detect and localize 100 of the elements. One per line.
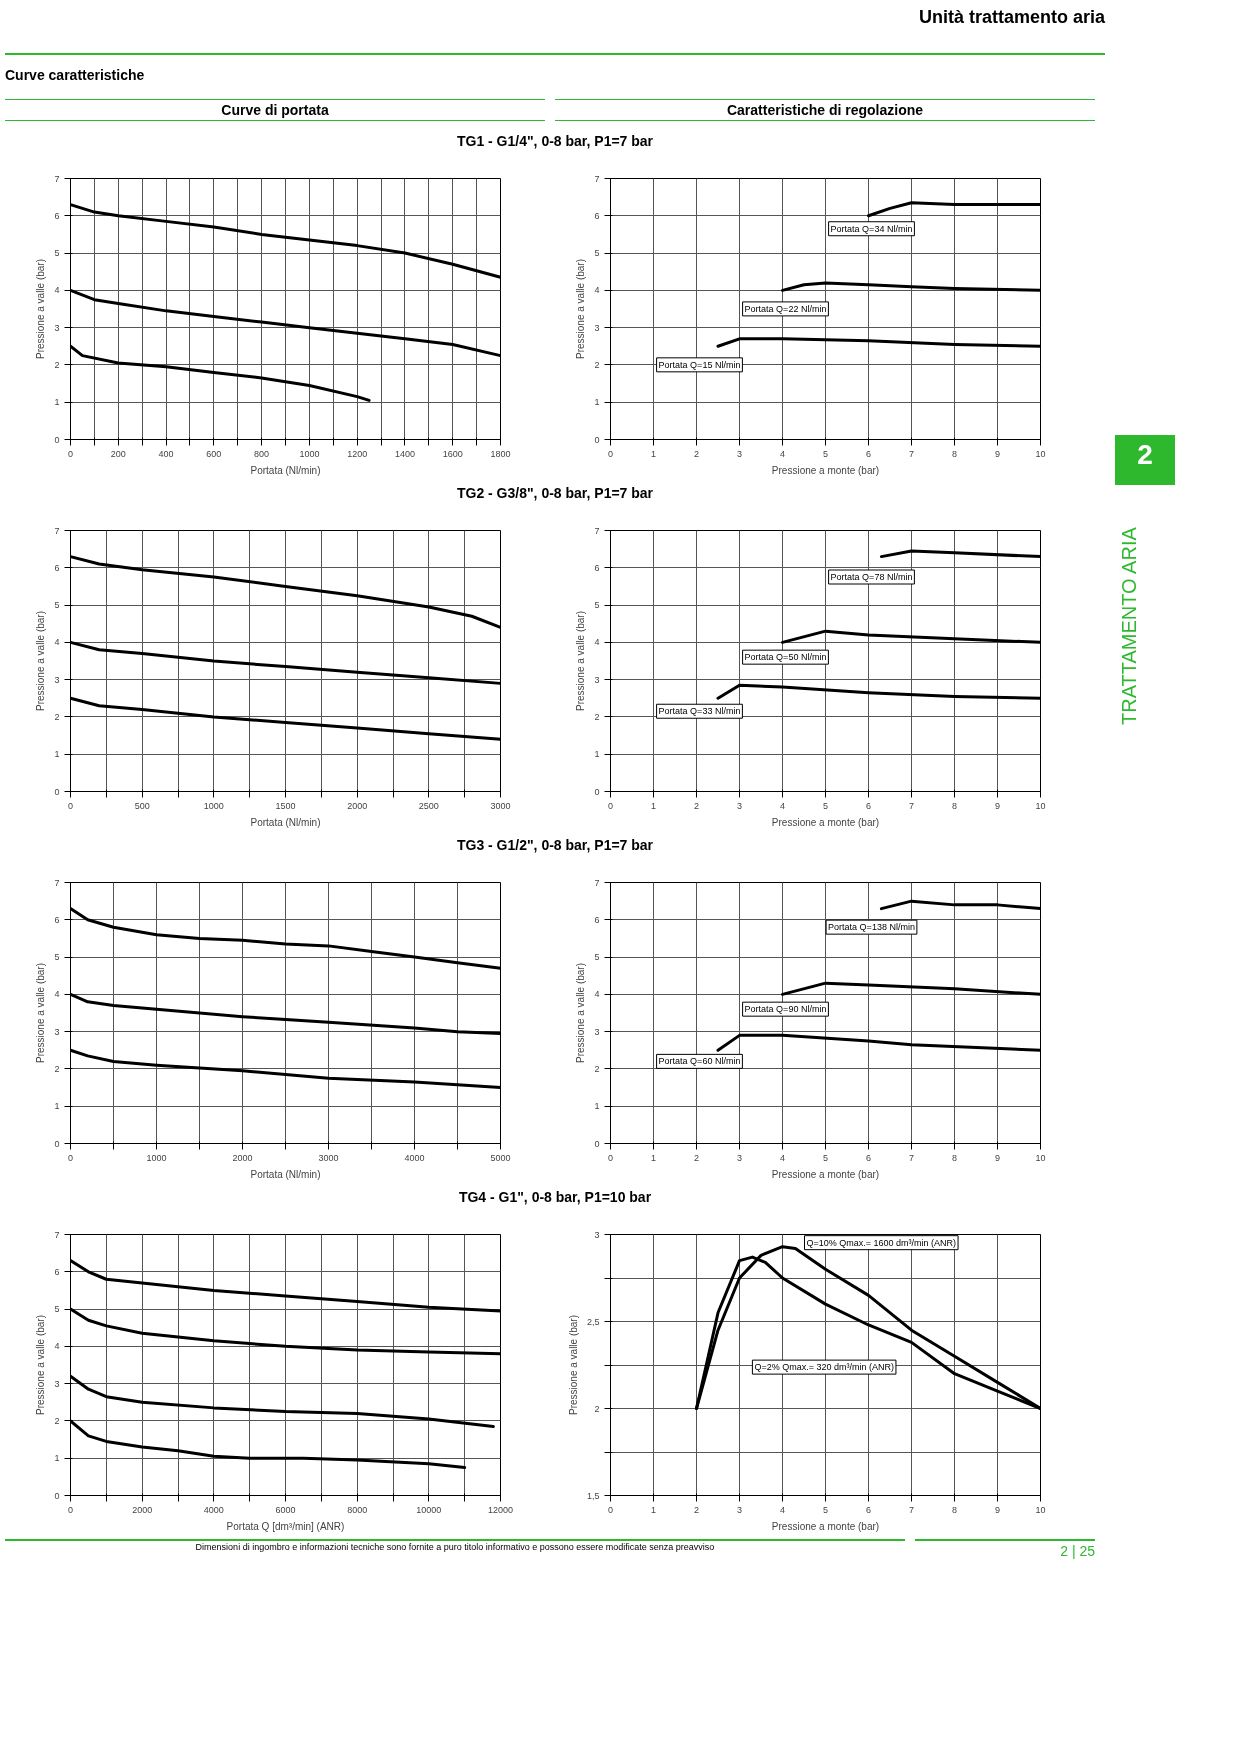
x-tick-label: 1 [651, 1504, 657, 1515]
x-tick-label: 10 [1035, 1152, 1046, 1163]
y-tick-label: 4 [54, 989, 60, 1000]
x-tick-label: 200 [110, 448, 126, 459]
y-tick-label: 6 [594, 562, 600, 573]
x-tick-label: 2000 [347, 800, 368, 811]
y-tick-label: 1 [594, 1101, 600, 1112]
x-tick-label: 2 [694, 448, 700, 459]
text: Dimensioni di ingombro e informazioni tecniche sono fornite a puro titolo informativo e possono essere modificate senza preavviso [195, 1541, 715, 1554]
y-tick-label: 7 [594, 173, 600, 184]
x-tick-label: 1 [651, 448, 657, 459]
x-axis-title: Portata (Nl/min) [250, 464, 321, 476]
y-tick-label: 4 [594, 989, 600, 1000]
x-tick-label: 3000 [490, 800, 511, 811]
x-tick-label: 8000 [347, 1504, 368, 1515]
x-tick-label: 6000 [275, 1504, 296, 1515]
x-axis-title: Pressione a monte (bar) [771, 1168, 880, 1180]
text: TG3 - G1/2", 0-8 bar, P1=7 bar [456, 836, 654, 855]
y-tick-label: 3 [54, 1026, 60, 1037]
text: Portata Q=138 Nl/min [828, 922, 915, 933]
y-tick-label: 2 [54, 711, 60, 722]
series-label: Portata Q=50 Nl/min [744, 652, 827, 663]
y-tick-label: 6 [54, 562, 60, 573]
y-tick-label: 6 [594, 914, 600, 925]
x-tick-label: 5 [823, 1152, 829, 1163]
y-tick-label: 1 [54, 397, 60, 408]
x-tick-label: 3 [737, 1152, 743, 1163]
x-tick-label: 2500 [418, 800, 439, 811]
y-tick-label: 4 [54, 1341, 60, 1352]
y-tick-label: 1 [594, 397, 600, 408]
x-axis-title: Pressione a monte (bar) [771, 464, 880, 476]
y-tick-label: 0 [54, 1138, 60, 1149]
x-tick-label: 4 [780, 1152, 786, 1163]
y-tick-label: 1 [594, 749, 600, 760]
y-tick-label: 3 [54, 322, 60, 333]
series-label: Portata Q=60 Nl/min [658, 1056, 741, 1067]
x-axis-title: Portata (Nl/min) [250, 816, 321, 828]
x-tick-label: 9 [995, 1504, 1001, 1515]
x-tick-label: 1 [651, 1152, 657, 1163]
y-tick-label: 0 [594, 1138, 600, 1149]
x-tick-label: 4000 [404, 1152, 425, 1163]
y-tick-label: 5 [54, 952, 60, 963]
x-tick-label: 7 [909, 800, 915, 811]
text: Curve di portata [221, 101, 329, 120]
y-tick-label: 1,5 [586, 1490, 600, 1501]
x-tick-label: 9 [995, 448, 1001, 459]
x-tick-label: 10 [1035, 448, 1046, 459]
x-axis-title: Portata Q [dm³/min] (ANR) [226, 1520, 345, 1532]
x-tick-label: 10 [1035, 800, 1046, 811]
y-tick-label: 6 [54, 210, 60, 221]
x-tick-label: 3 [737, 448, 743, 459]
text: Portata Q=15 Nl/min [658, 359, 741, 370]
y-tick-label: 2 [54, 359, 60, 370]
y-tick-label: 1 [54, 1453, 60, 1464]
x-tick-label: 5000 [490, 1152, 511, 1163]
x-tick-label: 5 [823, 1504, 829, 1515]
x-tick-label: 1200 [347, 448, 368, 459]
y-tick-label: 4 [594, 637, 600, 648]
text: Portata Q=78 Nl/min [830, 572, 913, 583]
y-tick-label: 6 [54, 1266, 60, 1277]
x-tick-label: 10000 [416, 1504, 442, 1515]
x-tick-label: 0 [608, 800, 614, 811]
text: Caratteristiche di regolazione [726, 101, 924, 120]
y-tick-label: 3 [594, 674, 600, 685]
text: Portata Q=22 Nl/min [744, 303, 827, 314]
y-tick-label: 5 [54, 1304, 60, 1315]
x-tick-label: 1800 [490, 448, 511, 459]
x-tick-label: 2000 [232, 1152, 253, 1163]
x-tick-label: 8 [952, 448, 958, 459]
x-tick-label: 500 [134, 800, 150, 811]
x-tick-label: 0 [68, 1504, 74, 1515]
y-tick-label: 7 [54, 173, 60, 184]
y-tick-label: 3 [54, 674, 60, 685]
x-tick-label: 6 [866, 800, 872, 811]
x-tick-label: 0 [68, 800, 74, 811]
x-tick-label: 2000 [132, 1504, 153, 1515]
y-axis-title: Pressione a valle (bar) [35, 610, 47, 712]
text: TG4 - G1", 0-8 bar, P1=10 bar [458, 1188, 652, 1207]
y-tick-label: 0 [594, 786, 600, 797]
y-axis-title: Pressione a valle (bar) [575, 610, 587, 712]
x-tick-label: 1000 [203, 800, 224, 811]
text: TG2 - G3/8", 0-8 bar, P1=7 bar [456, 484, 654, 503]
series-label: Q=10% Qmax.= 1600 dm³/min (ANR) [806, 1237, 957, 1248]
x-tick-label: 0 [608, 448, 614, 459]
y-tick-label: 7 [54, 1229, 60, 1240]
x-tick-label: 8 [952, 1152, 958, 1163]
x-tick-label: 1000 [146, 1152, 167, 1163]
text: 2 | 25 [1060, 1542, 1095, 1561]
x-tick-label: 8 [952, 1504, 958, 1515]
y-tick-label: 2 [54, 1063, 60, 1074]
y-tick-label: 2 [594, 359, 600, 370]
y-tick-label: 1 [54, 749, 60, 760]
x-tick-label: 4 [780, 1504, 786, 1515]
x-tick-label: 0 [68, 448, 74, 459]
x-tick-label: 7 [909, 448, 915, 459]
y-axis-title: Pressione a valle (bar) [575, 258, 587, 360]
y-tick-label: 5 [594, 600, 600, 611]
y-tick-label: 0 [54, 786, 60, 797]
y-tick-label: 2 [594, 711, 600, 722]
y-axis-title: Pressione a valle (bar) [35, 962, 47, 1064]
